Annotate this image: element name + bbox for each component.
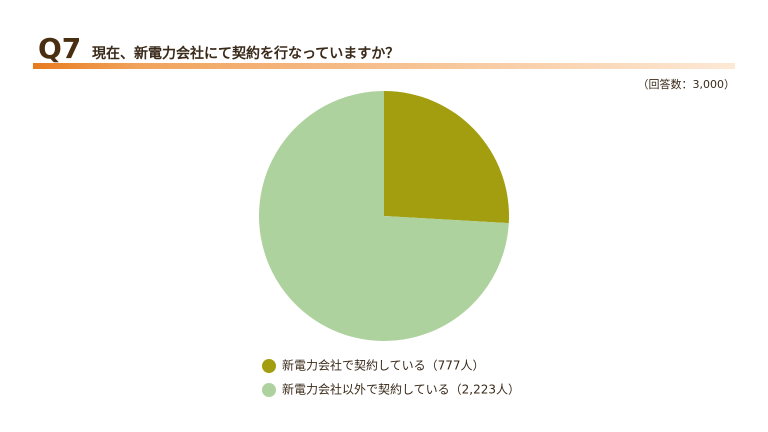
title-underline [33,63,735,69]
legend-label: 新電力会社で契約している（777人） [282,358,485,373]
pie-slice [259,91,509,342]
chart-title: 現在、新電力会社にて契約を行なっていますか？ [92,45,399,62]
pie-slice [384,91,510,224]
note: （回答数：3,000） [638,77,736,91]
question-label: Q7 [38,32,81,65]
legend-label: 新電力会社以外で契約している（2,223人） [282,382,520,397]
legend-swatch [262,383,276,397]
legend-swatch [262,359,276,373]
